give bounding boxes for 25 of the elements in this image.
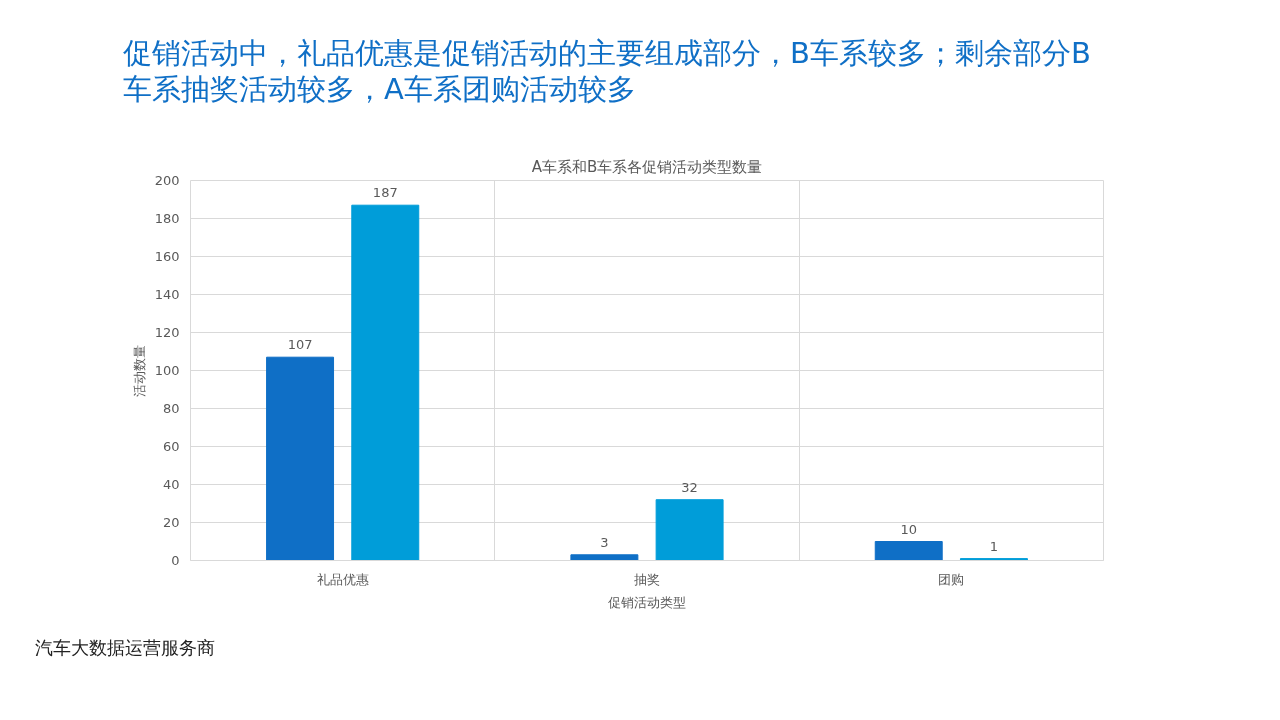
y-tick-label: 200	[154, 173, 180, 188]
data-label: 1	[989, 538, 999, 554]
x-axis-title: 促销活动类型	[608, 594, 686, 610]
y-tick-label: 100	[154, 363, 180, 378]
data-label: 187	[372, 185, 398, 201]
y-axis-title: 活动数量	[131, 344, 147, 397]
x-tick-label: 团购	[938, 571, 965, 587]
y-tick-label: 60	[162, 439, 180, 454]
data-label: 32	[681, 479, 698, 495]
y-tick-label: 140	[154, 287, 180, 302]
y-tick-label: 160	[154, 249, 180, 264]
text: 汽车大数据运营服务商	[35, 636, 215, 660]
chart-title: 促销活动中，礼品优惠是促销活动的主要组成部分，B车系较多；剩余部分B车系抽奖活动较多，A车系团购活动较多	[123, 35, 1092, 107]
x-tick-label: 礼品优惠	[316, 571, 369, 587]
y-tick-label: 180	[154, 211, 180, 226]
y-tick-label: 0	[171, 553, 180, 568]
x-tick-label: 抽奖	[634, 571, 660, 587]
data-label: 3	[600, 534, 609, 550]
y-tick-label: 120	[154, 325, 180, 340]
y-tick-label: 20	[162, 515, 180, 530]
y-tick-label: 80	[162, 401, 180, 416]
chart-subtitle: A车系和B车系各促销活动类型数量	[531, 157, 763, 176]
y-tick-label: 40	[162, 477, 180, 492]
data-label: 10	[900, 521, 917, 537]
data-label: 107	[287, 337, 313, 353]
